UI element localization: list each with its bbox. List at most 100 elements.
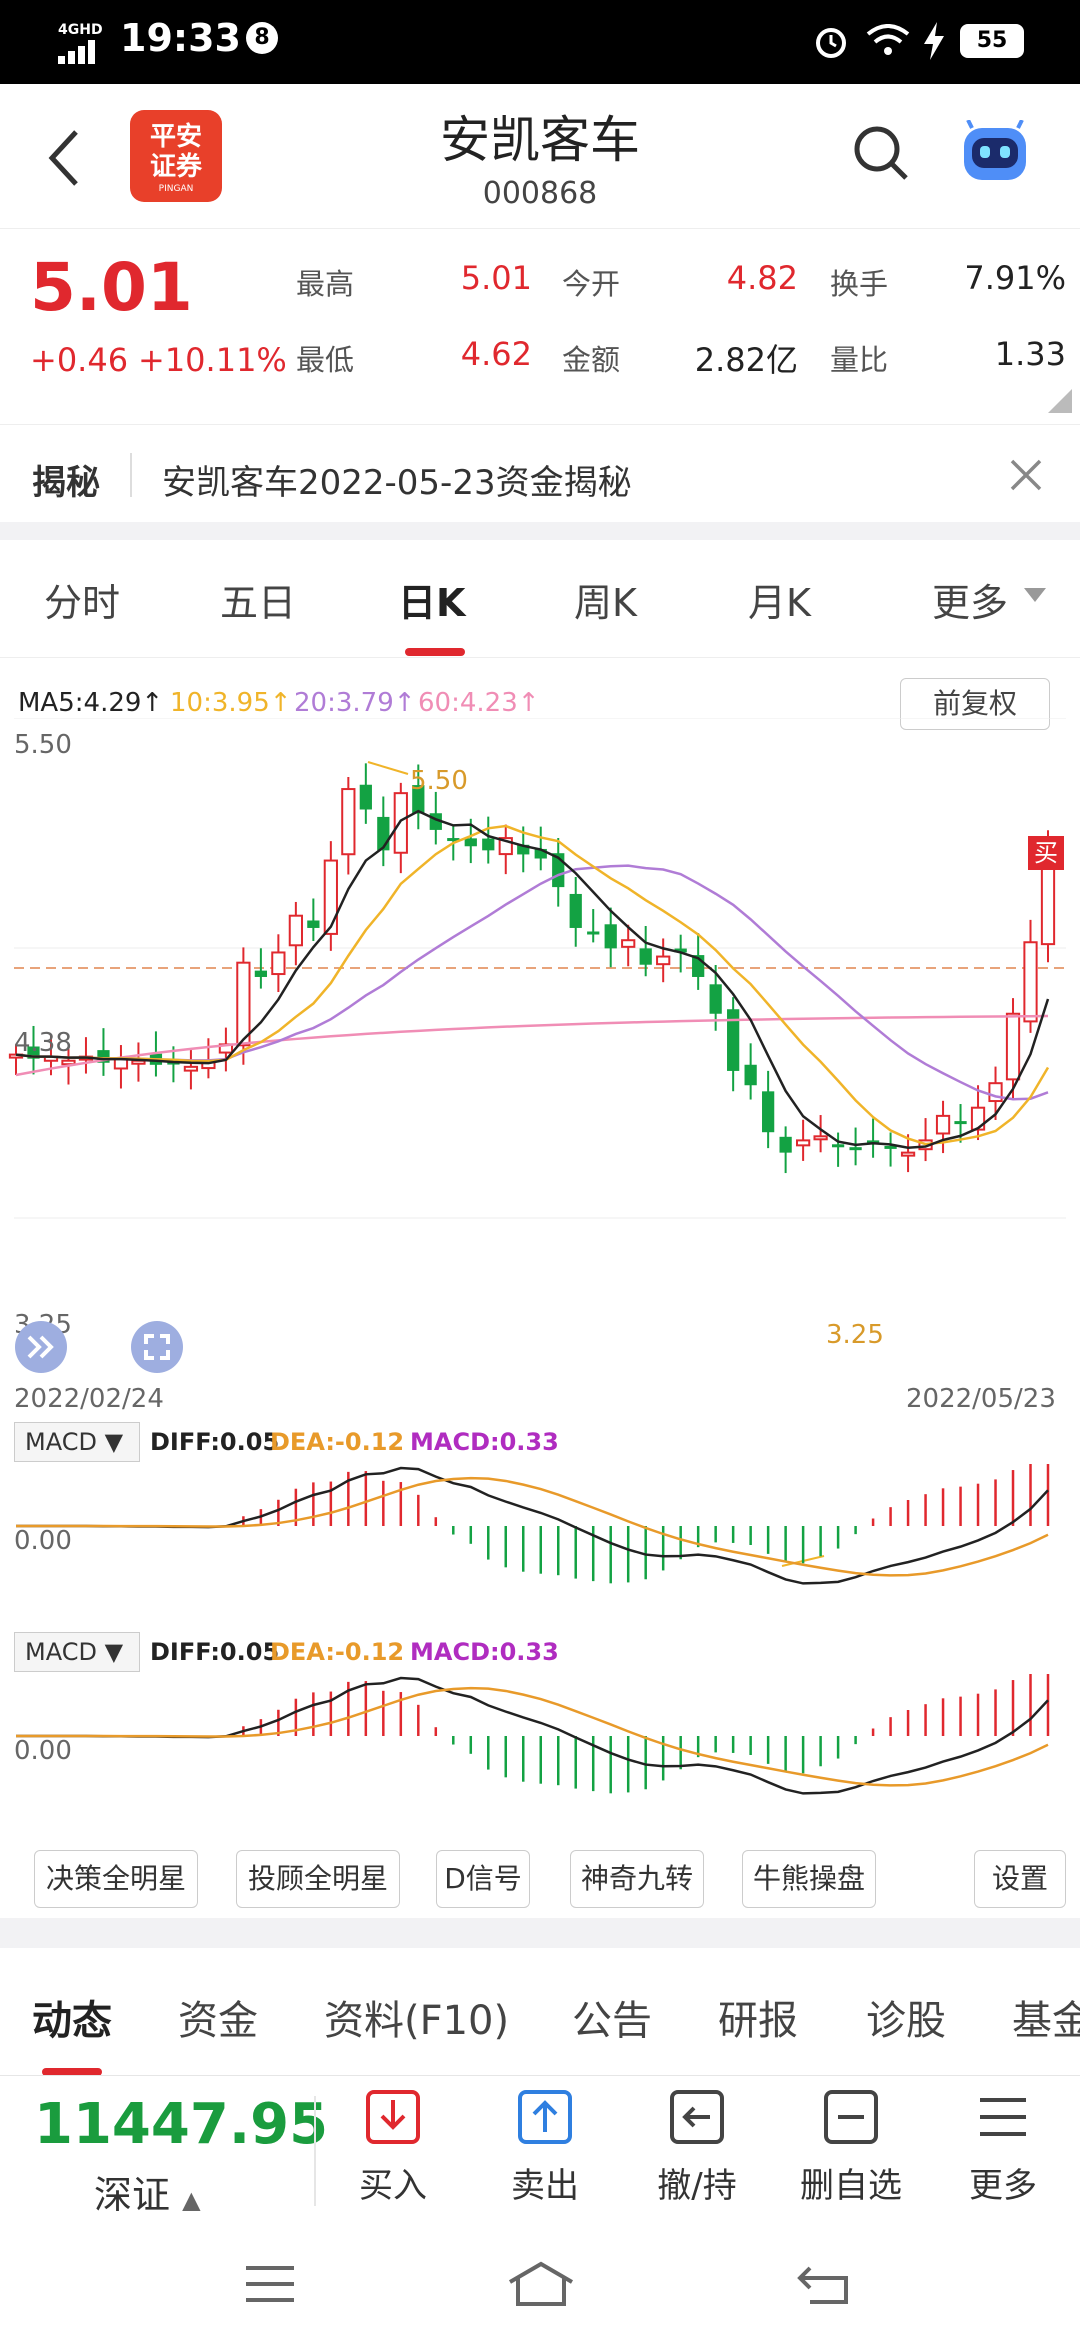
tool-d-signal[interactable]: D信号 bbox=[436, 1850, 530, 1908]
battery-level: 55 bbox=[960, 24, 1024, 58]
tab-daily-k[interactable]: 日K bbox=[398, 581, 466, 625]
expand-corner-icon[interactable] bbox=[1048, 389, 1072, 413]
macd-dea: DEA:-0.12 bbox=[270, 1428, 405, 1456]
low-value: 4.62 bbox=[460, 335, 532, 373]
turnover-label: 换手 bbox=[830, 267, 889, 301]
candle-body bbox=[534, 848, 547, 859]
high-marker-line bbox=[367, 761, 409, 775]
candle-body bbox=[639, 948, 652, 965]
status-bar: 4GHD 19:33 8 55 bbox=[0, 0, 1080, 84]
tab-fund[interactable]: 基金 bbox=[1012, 1998, 1080, 2044]
cancel-hold-button[interactable]: 撤/持 bbox=[632, 2088, 762, 2207]
candle-body bbox=[656, 955, 671, 966]
candle-body bbox=[323, 859, 338, 935]
candle-body bbox=[954, 1121, 967, 1125]
tab-monthly-k[interactable]: 月K bbox=[748, 581, 811, 625]
candle-body bbox=[61, 1059, 76, 1066]
tab-capital[interactable]: 资金 bbox=[178, 1998, 258, 2044]
candle-body bbox=[795, 1139, 811, 1147]
candle-body bbox=[884, 1145, 897, 1149]
robot-assistant-icon[interactable] bbox=[958, 120, 1032, 186]
buy-icon bbox=[366, 2090, 420, 2144]
tab-research[interactable]: 研报 bbox=[718, 1998, 798, 2044]
index-value[interactable]: 11447.95 bbox=[34, 2092, 329, 2157]
trade-action-bar: 11447.95 深证 ▲ 买入 卖出 撤/持 删自选 更多 bbox=[0, 2076, 1080, 2226]
candle-body bbox=[341, 788, 356, 856]
tool-bull-bear[interactable]: 牛熊操盘 bbox=[742, 1850, 876, 1908]
remove-watchlist-button[interactable]: 删自选 bbox=[786, 2088, 916, 2207]
tab-announcement[interactable]: 公告 bbox=[572, 1998, 652, 2044]
candle-body bbox=[254, 970, 268, 977]
tab-five-day[interactable]: 五日 bbox=[220, 581, 297, 625]
tab-intraday[interactable]: 分时 bbox=[44, 581, 121, 625]
kline-chart-area[interactable]: MA5:4.29↑ 10:3.95↑ 20:3.79↑ 60:4.23↑ 前复权… bbox=[0, 658, 1080, 1918]
capital-reveal-bar[interactable]: 揭秘 安凯客车2022-05-23资金揭秘 bbox=[0, 424, 1080, 524]
clock: 19:33 bbox=[120, 16, 241, 60]
candle-body bbox=[359, 784, 372, 810]
reveal-label: 揭秘 bbox=[32, 463, 100, 503]
tab-news[interactable]: 动态 bbox=[32, 1998, 112, 2044]
y-axis-top: 5.50 bbox=[14, 730, 72, 760]
candle-body bbox=[709, 984, 722, 1014]
ma60-line bbox=[15, 1014, 1049, 1077]
collapse-panel-icon[interactable] bbox=[14, 1320, 68, 1374]
candle-body bbox=[831, 1144, 845, 1148]
macd-indicator-select[interactable]: MACD ▼ bbox=[14, 1632, 140, 1672]
candle-body bbox=[779, 1136, 792, 1153]
info-tabs: 动态 资金 资料(F10) 公告 研报 诊股 基金 bbox=[0, 1948, 1080, 2076]
macd-zero-label: 0.00 bbox=[14, 1526, 72, 1556]
last-price: 5.01 bbox=[30, 249, 193, 326]
candle-body bbox=[988, 1082, 1003, 1103]
ma10-label: 10:3.95↑ bbox=[170, 688, 292, 718]
stock-name: 安凯客车 bbox=[440, 111, 640, 169]
fullscreen-icon[interactable] bbox=[130, 1320, 184, 1374]
dea-line bbox=[16, 1476, 1049, 1577]
candle-body bbox=[813, 1135, 828, 1141]
amount-value: 2.82亿 bbox=[694, 341, 798, 379]
ma10-line bbox=[15, 824, 1050, 1146]
tool-advisor-star[interactable]: 投顾全明星 bbox=[236, 1850, 400, 1908]
candle-body bbox=[517, 844, 530, 855]
tab-f10[interactable]: 资料(F10) bbox=[324, 1998, 510, 2044]
macd-chart-2 bbox=[16, 1674, 1050, 1795]
macd-chart-1 bbox=[16, 1464, 1050, 1585]
index-name[interactable]: 深证 ▲ bbox=[94, 2173, 201, 2217]
tab-diagnose[interactable]: 诊股 bbox=[866, 1998, 946, 2044]
back-nav-icon[interactable] bbox=[796, 2262, 850, 2306]
macd-diff: DIFF:0.05 bbox=[150, 1428, 280, 1456]
buy-button[interactable]: 买入 bbox=[328, 2088, 458, 2207]
adjust-price-button[interactable]: 前复权 bbox=[900, 678, 1050, 730]
dropdown-arrow-icon[interactable] bbox=[1022, 586, 1048, 604]
close-icon[interactable] bbox=[1008, 457, 1044, 493]
tool-magic-nine[interactable]: 神奇九转 bbox=[570, 1850, 704, 1908]
ma5-label: MA5:4.29↑ bbox=[18, 688, 164, 718]
macd-diff: DIFF:0.05 bbox=[150, 1638, 280, 1666]
back-icon[interactable] bbox=[44, 128, 84, 188]
vol-ratio-value: 1.33 bbox=[994, 335, 1066, 373]
menu-nav-icon[interactable] bbox=[244, 2264, 296, 2304]
more-icon bbox=[980, 2098, 1026, 2136]
reveal-text[interactable]: 安凯客车2022-05-23资金揭秘 bbox=[162, 463, 632, 503]
ma20-label: 20:3.79↑ bbox=[294, 688, 416, 718]
high-marker-label: 5.50 bbox=[410, 766, 468, 796]
divider bbox=[130, 453, 132, 497]
macd-indicator-select[interactable]: MACD ▼ bbox=[14, 1422, 140, 1462]
tab-weekly-k[interactable]: 周K bbox=[574, 581, 637, 625]
candle-body bbox=[900, 1151, 916, 1157]
kline-svg bbox=[8, 718, 1066, 1567]
home-nav-icon[interactable] bbox=[506, 2260, 576, 2308]
date-end: 2022/05/23 bbox=[906, 1384, 1056, 1414]
buy-signal-tag[interactable]: 买 bbox=[1028, 836, 1064, 870]
sell-button[interactable]: 卖出 bbox=[480, 2088, 610, 2207]
price-change-pct: +10.11% bbox=[138, 341, 287, 379]
candle-body bbox=[183, 1065, 199, 1072]
macd-panel-1-header: MACD ▼ DIFF:0.05 DEA:-0.12 MACD:0.33 bbox=[14, 1422, 1066, 1464]
cancel-hold-icon bbox=[670, 2090, 724, 2144]
settings-button[interactable]: 设置 bbox=[974, 1850, 1066, 1908]
candle-body bbox=[621, 939, 636, 948]
candle-body bbox=[935, 1114, 951, 1135]
search-icon[interactable] bbox=[852, 124, 910, 182]
more-button[interactable]: 更多 bbox=[938, 2088, 1068, 2207]
tab-more[interactable]: 更多 bbox=[932, 581, 1009, 625]
tool-decision-star[interactable]: 决策全明星 bbox=[34, 1850, 198, 1908]
